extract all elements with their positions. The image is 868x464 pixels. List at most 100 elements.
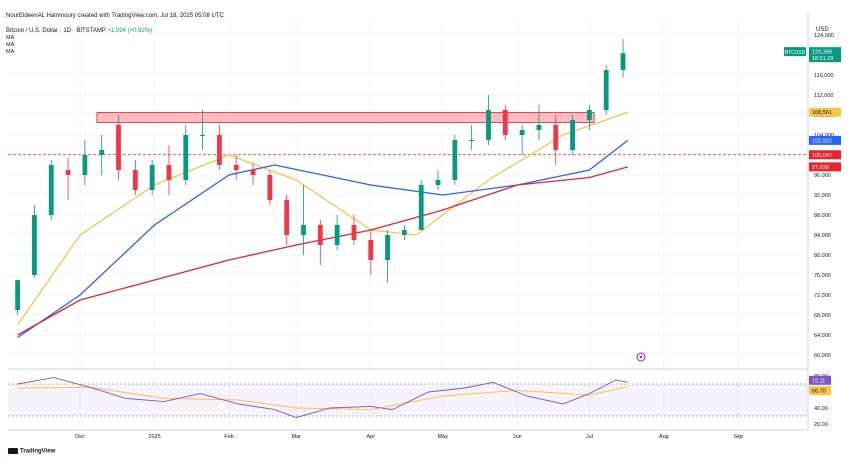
rsi-band	[8, 384, 808, 416]
candle-body	[284, 200, 290, 235]
ma200-price-label: 97,628	[812, 165, 829, 171]
price-tick-label: 68,000	[814, 313, 831, 319]
time-tick-label: Jun	[513, 434, 522, 440]
countdown-timer: 18:51:29	[812, 56, 833, 62]
time-tick-label: Mar	[292, 434, 302, 440]
rsi-value-box	[809, 386, 831, 396]
candlesticks	[15, 39, 626, 315]
candle-body	[166, 165, 172, 180]
price-tick-label: 80,000	[814, 253, 831, 259]
symbol-tag	[784, 47, 806, 57]
candle-body	[116, 125, 121, 170]
ma200-line	[17, 166, 628, 336]
rsi-line	[17, 377, 628, 419]
price-tick-label: 88,000	[814, 213, 831, 219]
time-tick-label: 2025	[148, 434, 160, 440]
candle-body	[385, 235, 390, 260]
candle-body	[401, 230, 407, 235]
candle-body	[586, 110, 592, 120]
price-tick-label: 116,000	[814, 73, 833, 79]
ma-legend-1[interactable]: MA	[6, 35, 15, 41]
time-tick-label: Apr	[366, 434, 375, 440]
candle-body	[351, 225, 357, 240]
alert-icon-dot	[639, 355, 643, 359]
moving-averages	[17, 111, 629, 339]
time-tick-label: Dec	[75, 434, 85, 440]
rsi-value-label: 66.70	[812, 389, 826, 395]
last-price-box	[809, 47, 841, 63]
price-tick-label: 84,000	[814, 233, 831, 239]
candle-body	[570, 120, 575, 150]
candle-body	[317, 225, 323, 245]
candle-body	[250, 170, 256, 175]
candle-body	[334, 225, 340, 245]
candle-body	[233, 165, 239, 170]
candle-body	[553, 125, 559, 150]
rsi-value-label: 72.11	[812, 378, 825, 384]
tradingview-logo[interactable]: TradingView	[8, 448, 55, 455]
candle-body	[519, 130, 525, 135]
ma100-price-label: 102,922	[812, 138, 832, 144]
time-tick-label: Sep	[733, 434, 743, 440]
price-tick-label: 72,000	[814, 293, 831, 299]
candle-body	[469, 140, 475, 141]
rsi-tick-label: 40.00	[814, 406, 828, 412]
rsi-indicator	[17, 377, 628, 419]
price-tick-label: 96,000	[814, 173, 831, 179]
price-tick-label: 112,000	[814, 93, 833, 99]
resistance-zone	[8, 112, 808, 156]
candle-body	[200, 135, 205, 136]
price-tick-label: 124,000	[814, 33, 834, 39]
rsi-value-box	[809, 375, 831, 385]
time-tick-label: May	[438, 434, 449, 440]
candle-body	[620, 53, 626, 70]
candle-body	[452, 140, 458, 180]
resistance-zone-rect	[96, 112, 595, 123]
symbol-tag-label: BTCUSD	[785, 50, 806, 56]
currency-label: USD	[816, 27, 829, 33]
rsi-ma-line	[17, 386, 628, 411]
tradingview-icon	[8, 448, 18, 454]
candle-body	[536, 125, 542, 130]
ma50-price-box	[809, 107, 841, 117]
chart-grid	[8, 20, 808, 428]
ma-legend-3[interactable]: MA	[6, 49, 15, 55]
candle-body	[32, 215, 37, 275]
brand-label: TradingView	[20, 448, 56, 455]
price-tick-label: 92,000	[814, 193, 831, 199]
time-tick-label: Feb	[224, 434, 233, 440]
ma200-price-box	[809, 162, 841, 172]
ma100-line	[17, 139, 629, 339]
candle-body	[183, 135, 189, 180]
ma50-price-label: 108,561	[812, 110, 832, 116]
time-tick-label: Jul	[586, 434, 593, 440]
ma100-price-box	[809, 135, 841, 145]
candle-body	[435, 180, 441, 185]
candle-body	[267, 175, 273, 200]
candle-body	[502, 110, 508, 135]
candle-body	[368, 240, 374, 260]
candle-body	[99, 150, 105, 155]
candle-body	[65, 170, 71, 175]
price-tick-label: 64,000	[814, 333, 831, 339]
time-tick-label: Aug	[659, 434, 669, 440]
candle-body	[217, 135, 222, 165]
change-value: +1,094 (+0.92%)	[107, 28, 153, 34]
candle-body	[132, 170, 138, 190]
author-line: NourEldeenAL Hammoury created with Tradi…	[6, 13, 224, 19]
ma-legend-2[interactable]: MA	[6, 42, 15, 48]
candle-body	[486, 110, 491, 140]
candle-body	[603, 70, 609, 110]
candle-body	[301, 225, 306, 235]
candle-body	[418, 185, 424, 230]
candle-body	[15, 280, 21, 310]
level-price-box	[809, 150, 841, 160]
symbol-line: Bitcoin / U.S. Dollar · 1D · BITSTAMP +1…	[6, 28, 152, 34]
level-price-label: 100,047	[812, 153, 832, 159]
price-tick-label: 76,000	[814, 273, 831, 279]
price-tick-label: 60,000	[814, 353, 831, 359]
symbol-name: Bitcoin / U.S. Dollar · 1D · BITSTAMP	[6, 28, 106, 34]
candle-body	[149, 165, 155, 190]
